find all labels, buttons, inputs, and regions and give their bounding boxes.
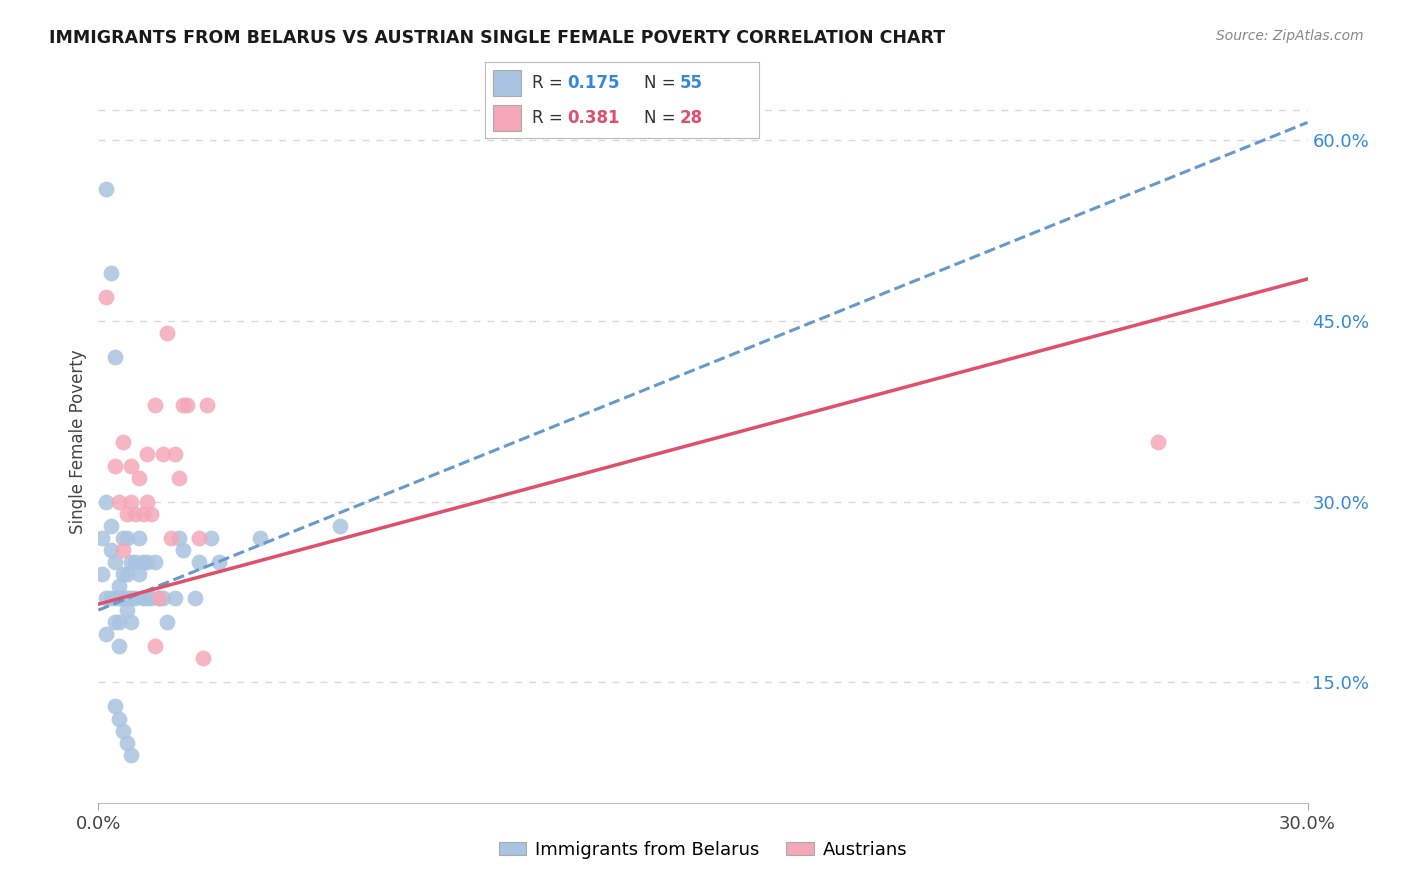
Point [128,531,150,545]
Text: IMMIGRANTS FROM BELARUS VS AUSTRIAN SINGLE FEMALE POVERTY CORRELATION CHART: IMMIGRANTS FROM BELARUS VS AUSTRIAN SING… [49,29,945,46]
Point [132,555,155,569]
Point [135,446,157,460]
Text: R =: R = [531,109,568,127]
Point [329,518,352,533]
Point [208,555,231,569]
Point [96,591,118,606]
Point [91,567,114,582]
Point [143,555,166,569]
Point [156,615,179,630]
Point [120,615,142,630]
Point [160,531,183,545]
Point [115,591,138,606]
Point [172,542,194,557]
Point [132,507,155,521]
Point [111,542,134,557]
Point [120,747,142,762]
Point [96,627,118,641]
Point [167,470,190,484]
Point [103,458,125,473]
Point [107,712,129,726]
Text: N =: N = [644,74,681,92]
Point [172,398,194,412]
Point [100,266,122,280]
Bar [494,105,520,130]
Point [200,531,222,545]
Point [135,591,157,606]
Point [143,398,166,412]
Point [111,531,134,545]
Point [107,579,129,593]
Point [107,591,129,606]
Point [115,603,138,617]
Point [195,398,218,412]
Point [139,591,162,606]
Point [124,591,146,606]
Text: 55: 55 [679,74,703,92]
Point [143,639,166,653]
Point [156,326,179,340]
Point [103,591,125,606]
Point [1147,434,1170,449]
Point [115,735,138,749]
Point [135,494,157,508]
Point [111,591,134,606]
Point [193,651,215,665]
Text: N =: N = [644,109,681,127]
Point [249,531,271,545]
Point [188,531,211,545]
Point [139,507,162,521]
Point [128,567,150,582]
Point [107,615,129,630]
Point [128,470,150,484]
Point [103,555,125,569]
Bar [494,70,520,95]
Point [152,591,174,606]
Point [176,398,198,412]
Point [120,555,142,569]
Point [103,350,125,364]
Point [111,567,134,582]
Point [124,555,146,569]
Point [96,181,118,195]
Point [115,507,138,521]
Point [188,555,211,569]
Point [152,446,174,460]
Point [120,591,142,606]
Point [103,615,125,630]
Point [96,494,118,508]
Legend: Immigrants from Belarus, Austrians: Immigrants from Belarus, Austrians [492,834,914,866]
Point [132,591,155,606]
Point [124,507,146,521]
Point [167,531,190,545]
Point [107,494,129,508]
Y-axis label: Single Female Poverty: Single Female Poverty [69,350,87,533]
Point [120,458,142,473]
Text: 0.175: 0.175 [567,74,620,92]
Point [135,555,157,569]
Text: Source: ZipAtlas.com: Source: ZipAtlas.com [1216,29,1364,43]
Point [96,290,118,304]
Point [163,446,186,460]
Point [163,591,186,606]
Point [91,531,114,545]
Point [107,639,129,653]
Point [103,699,125,714]
Point [100,518,122,533]
Text: 0.381: 0.381 [567,109,620,127]
Point [100,591,122,606]
Point [100,542,122,557]
Point [111,434,134,449]
Point [120,494,142,508]
Text: 28: 28 [679,109,703,127]
Point [148,591,170,606]
Point [111,723,134,738]
Point [148,591,170,606]
Point [115,567,138,582]
Point [115,531,138,545]
Text: R =: R = [531,74,568,92]
Point [184,591,207,606]
